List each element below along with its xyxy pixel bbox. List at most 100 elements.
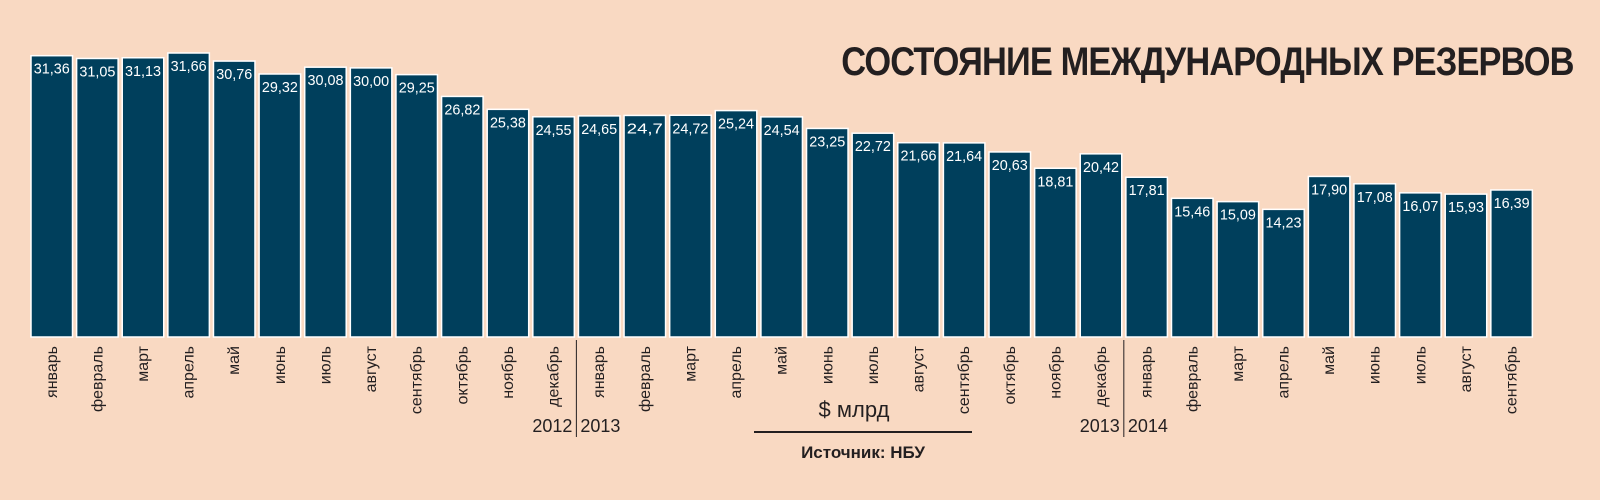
category-label: май [774,346,791,375]
category-label: сентябрь [1504,346,1521,414]
bar-value-label: 20,42 [1083,159,1119,176]
category-label: июнь [1367,346,1384,384]
bar [851,132,895,338]
bar [1490,189,1534,338]
bar [623,114,667,338]
bar [1033,167,1077,338]
year-label: 2012 [532,416,572,436]
bar [1307,175,1351,338]
bar-value-label: 24,65 [581,121,617,138]
bar [942,142,986,338]
bar [805,127,849,338]
bar [668,114,712,338]
category-label: февраль [89,346,106,412]
year-label: 2013 [1080,416,1120,436]
category-label: июль [1412,346,1429,384]
bar [395,73,439,338]
category-label: ноябрь [1047,346,1064,399]
bar-value-label: 17,81 [1129,182,1165,199]
category-label: август [1458,345,1475,392]
bar [897,141,941,338]
bar [30,54,74,338]
category-label: июль [865,346,882,384]
category-label: июль [317,346,334,384]
bar-value-label: 30,08 [307,72,343,89]
category-label: январь [1139,346,1156,398]
bar-value-label: 31,05 [79,63,115,80]
category-label: июнь [819,346,836,384]
bar-value-label: 30,00 [353,73,389,90]
chart-title: СОСТОЯНИЕ МЕЖДУНАРОДНЫХ РЕЗЕРВОВ [841,40,1575,84]
bar [121,57,165,338]
category-label: март [135,345,152,381]
category-label: январь [44,346,61,398]
bars-group [30,52,1534,338]
bar [1125,176,1169,338]
category-label: май [226,346,243,375]
bar-value-label: 29,25 [399,80,435,97]
bar-value-label: 20,63 [992,157,1028,174]
category-label: март [682,345,699,381]
category-label: декабрь [1093,346,1110,407]
bar-value-label: 21,66 [901,148,937,165]
category-label: ноябрь [500,346,517,399]
bar-value-label: 31,13 [125,63,161,80]
category-label: сентябрь [409,346,426,414]
category-label: январь [591,346,608,398]
bar [1170,197,1214,338]
bar-value-label: 24,7 [627,120,663,137]
year-label: 2014 [1128,416,1168,436]
category-label: апрель [728,346,745,399]
bar-value-label: 25,24 [718,116,754,133]
bar [988,151,1032,338]
bar [714,109,758,338]
bar [486,108,530,338]
bar-value-label: 21,64 [946,148,982,165]
category-label: октябрь [1002,346,1019,404]
source-divider [754,431,972,433]
category-label: март [1230,345,1247,381]
bar-value-label: 17,90 [1311,181,1347,198]
bar [1079,153,1123,338]
bar-value-label: 31,66 [171,58,207,75]
category-label: февраль [637,346,654,412]
year-dividers-group: 2012 2013 2013 2014 [532,340,1168,437]
bar [75,57,119,338]
bar [303,66,347,338]
category-label: февраль [1184,346,1201,412]
bar [1398,192,1442,338]
bar [532,116,576,338]
category-label: апрель [1275,346,1292,399]
bar [1261,208,1305,338]
bar-value-label: 14,23 [1265,214,1301,231]
bar [212,60,256,338]
bar [167,52,211,338]
source-note: Источник: НБУ [801,443,925,462]
bar-value-label: 15,93 [1448,199,1484,216]
bar-value-label: 31,36 [34,61,70,78]
bar-value-label: 25,38 [490,114,526,131]
bar [440,95,484,338]
bar-value-label: 17,08 [1357,189,1393,206]
category-label: май [1321,346,1338,375]
category-label: октябрь [454,346,471,404]
bar-value-label: 15,09 [1220,207,1256,224]
bar [760,116,804,338]
bar [1444,193,1488,338]
bar [1216,200,1260,338]
bar-value-label: 24,54 [764,122,800,139]
category-label: июнь [272,346,289,384]
bar-value-label: 16,39 [1494,195,1530,212]
value-labels-group: 31,36 31,05 31,13 31,66 30,76 29,32 30,08 30,00… [34,58,1530,231]
bar-value-label: 16,07 [1402,198,1438,215]
bar [349,67,393,338]
bar-value-label: 18,81 [1037,173,1073,190]
bar [258,73,302,338]
year-label: 2013 [580,416,620,436]
bar-value-label: 24,72 [672,120,708,137]
bar-value-label: 23,25 [809,133,845,150]
bar-value-label: 24,55 [536,122,572,139]
bar [577,115,621,338]
unit-label: $ млрд [818,397,890,422]
